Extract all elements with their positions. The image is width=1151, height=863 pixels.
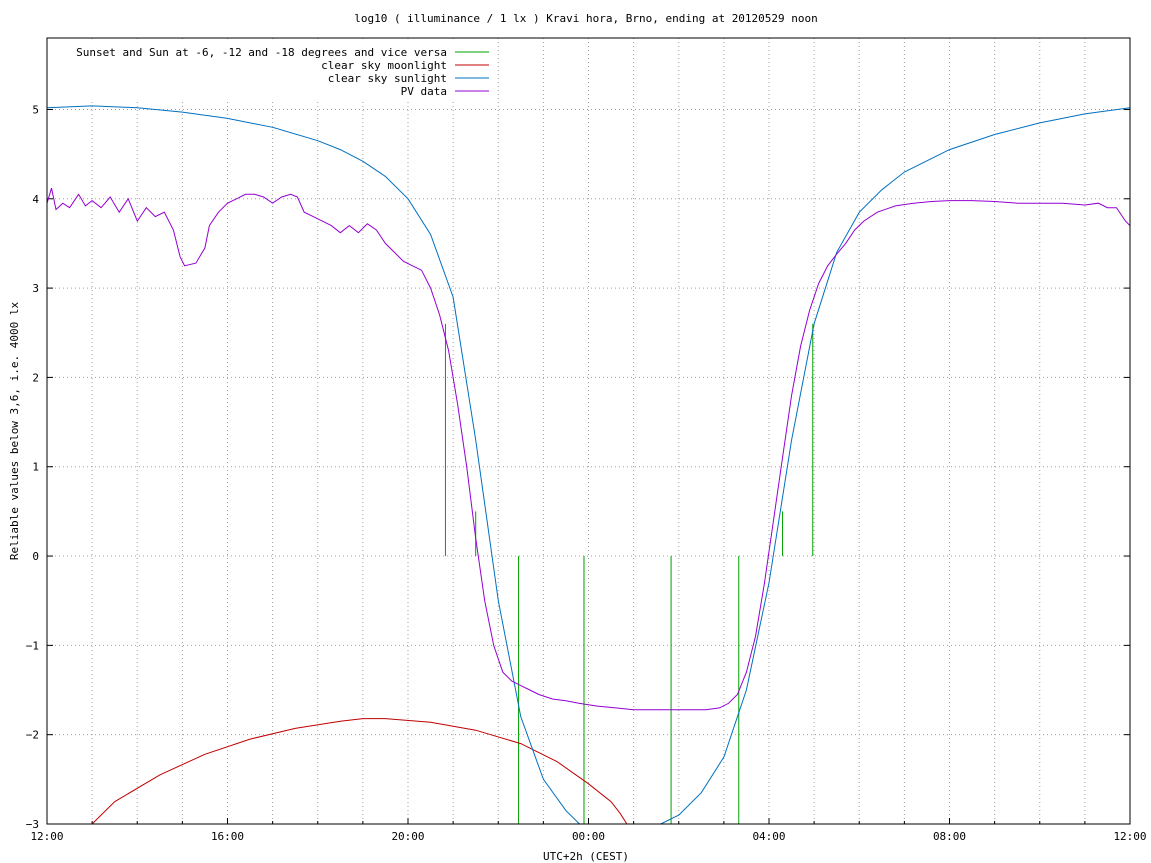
x-tick-label: 12:00: [1113, 830, 1146, 843]
y-tick-label: −3: [26, 818, 39, 831]
legend-entry-label: clear sky moonlight: [321, 59, 447, 72]
x-axis-label: UTC+2h (CEST): [543, 850, 629, 863]
series-line: [46, 187, 1131, 711]
legend-background: [48, 39, 494, 100]
y-tick-label: 4: [32, 193, 39, 206]
y-axis-label: Reliable values below 3,6, i.e. 4000 lx: [8, 301, 21, 560]
legend-entry-label: Sunset and Sun at -6, -12 and -18 degree…: [76, 46, 447, 59]
series-line: [91, 718, 628, 825]
chart-title: log10 ( illuminance / 1 lx ) Kravi hora,…: [354, 12, 818, 25]
series-layer: [46, 105, 1131, 825]
x-tick-label: 08:00: [933, 830, 966, 843]
x-tick-label: 20:00: [391, 830, 424, 843]
y-tick-label: 3: [32, 282, 39, 295]
y-tick-label: 5: [32, 103, 39, 116]
x-tick-label: 12:00: [30, 830, 63, 843]
x-tick-label: 16:00: [211, 830, 244, 843]
series-line: [46, 105, 1131, 825]
x-tick-label: 00:00: [572, 830, 605, 843]
y-tick-label: −1: [26, 639, 39, 652]
y-axis-ticks: −3 −2 −1 0 1 2 3 4 5: [26, 103, 1130, 831]
legend-entry-label: clear sky sunlight: [328, 72, 447, 85]
x-tick-label: 04:00: [752, 830, 785, 843]
y-tick-label: 1: [32, 461, 39, 474]
plot-frame: [46, 37, 1131, 825]
grid: [47, 38, 1130, 825]
y-tick-label: 0: [32, 550, 39, 563]
y-tick-label: 2: [32, 371, 39, 384]
legend: Sunset and Sun at -6, -12 and -18 degree…: [48, 39, 494, 100]
y-tick-label: −2: [26, 729, 39, 742]
legend-entry-label: PV data: [401, 85, 447, 98]
x-axis-ticks: 12:00 16:00 20:00 00:00 04:00 08:00 12:00: [30, 818, 1147, 843]
series-impulses: [444, 323, 814, 824]
